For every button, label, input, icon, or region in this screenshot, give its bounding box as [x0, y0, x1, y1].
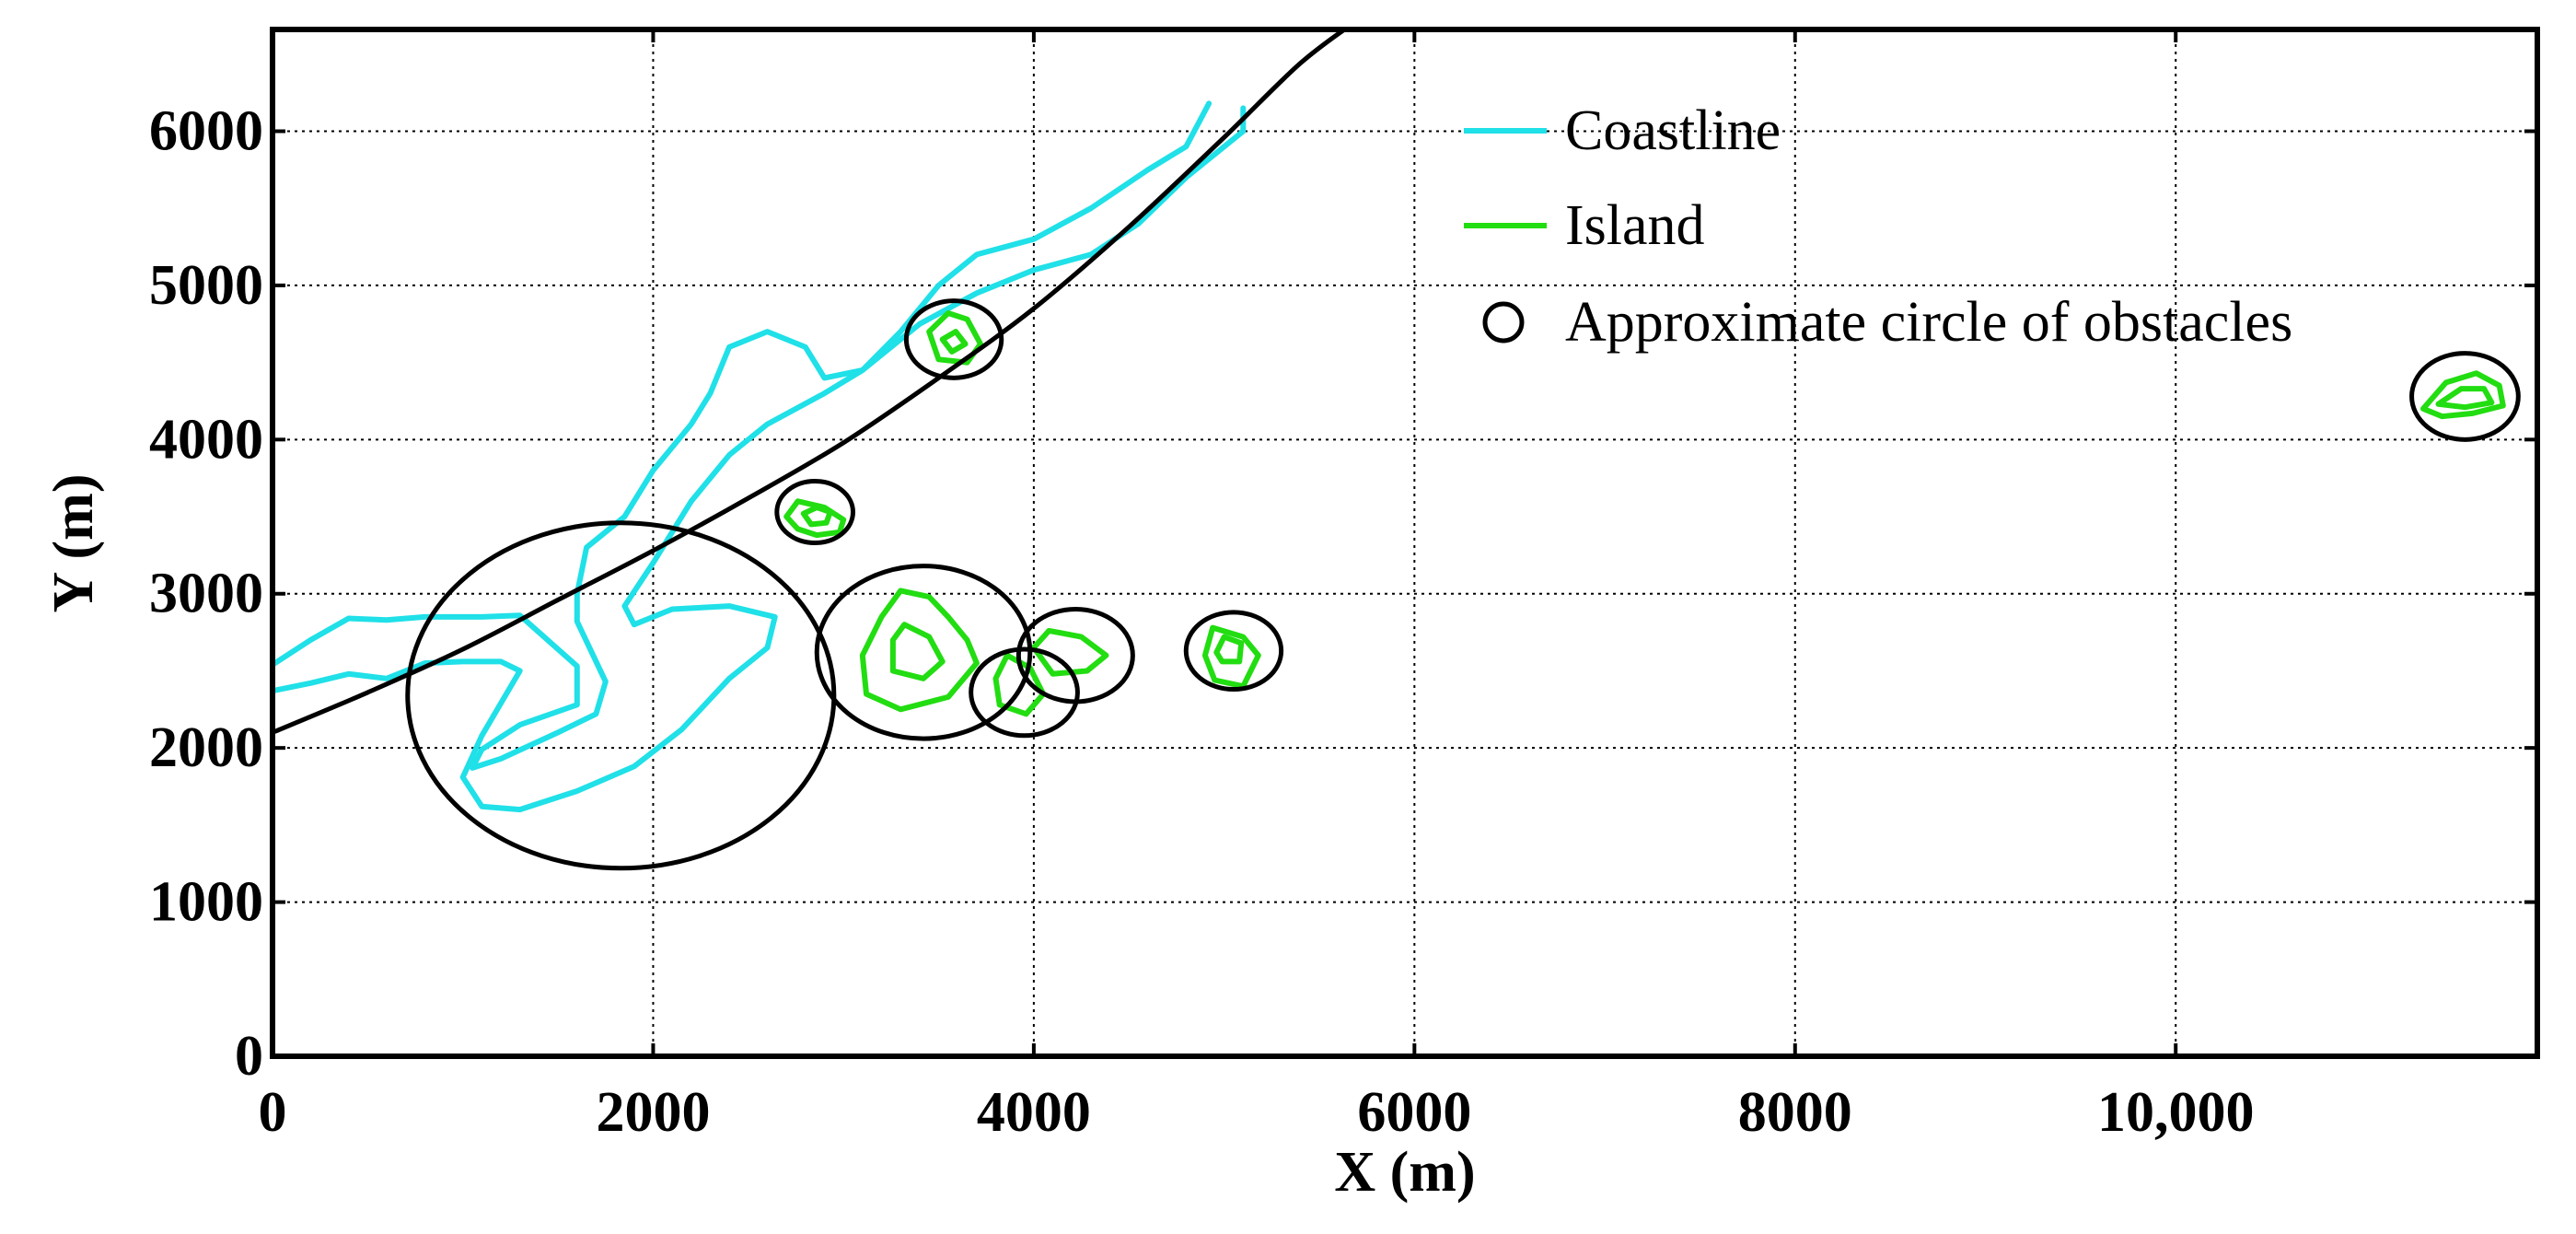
- obstacle-circle: [774, 479, 856, 546]
- island-line: [859, 588, 980, 713]
- legend-label: Coastline: [1565, 99, 1781, 162]
- data-layer: [273, 29, 2521, 871]
- island-line: [926, 310, 983, 366]
- y-axis-label: Y (m): [42, 474, 105, 613]
- obstacle-circle: [903, 298, 1004, 380]
- island-line: [1030, 627, 1109, 677]
- x-tick-label: 8000: [1738, 1081, 1852, 1144]
- coastline-line: [273, 100, 1213, 771]
- obstacle-circle: [2409, 351, 2521, 442]
- x-tick-label: 2000: [596, 1081, 710, 1144]
- island-line: [939, 329, 969, 355]
- obstacle-circle: [814, 564, 1033, 741]
- grid: [273, 29, 2537, 1056]
- coastline-line: [273, 105, 1247, 813]
- island-line: [800, 505, 833, 528]
- path-curve: [273, 29, 1349, 735]
- island-line: [889, 622, 946, 681]
- x-tick-label: 6000: [1357, 1081, 1471, 1144]
- y-tick-label: 4000: [149, 408, 263, 471]
- x-tick-label: 0: [259, 1081, 287, 1144]
- legend-label: Island: [1565, 194, 1705, 257]
- obstacle-circle: [405, 520, 837, 871]
- y-tick-label: 6000: [149, 99, 263, 162]
- y-tick-label: 0: [235, 1025, 263, 1088]
- obstacle-circle: [1015, 606, 1135, 704]
- y-tick-label: 3000: [149, 563, 263, 625]
- island-line: [1213, 634, 1245, 665]
- island-line: [2435, 386, 2495, 411]
- y-tick-label: 1000: [149, 871, 263, 934]
- legend: Coastline Island Approximate circle of obs…: [1464, 99, 2292, 354]
- x-tick-label: 10,000: [2097, 1081, 2255, 1144]
- y-tick-label: 2000: [149, 716, 263, 779]
- legend-label: Approximate circle of obstacles: [1565, 291, 2292, 354]
- x-axis-label: X (m): [1334, 1141, 1475, 1204]
- island-line: [2420, 370, 2506, 420]
- ticks: 0 2000 4000 6000 8000 10,000 0 1000 2000 3000 4000…: [149, 29, 2537, 1144]
- y-tick-label: 5000: [149, 254, 263, 317]
- obstacle-circle: [969, 646, 1080, 739]
- x-tick-label: 4000: [977, 1081, 1091, 1144]
- plot-frame: [270, 27, 2540, 1059]
- island-line: [1201, 624, 1261, 690]
- island-line: [783, 498, 847, 539]
- plot-background: [273, 29, 2537, 1056]
- legend-swatch-circle: [1482, 301, 1525, 343]
- obstacle-circle: [1183, 610, 1284, 693]
